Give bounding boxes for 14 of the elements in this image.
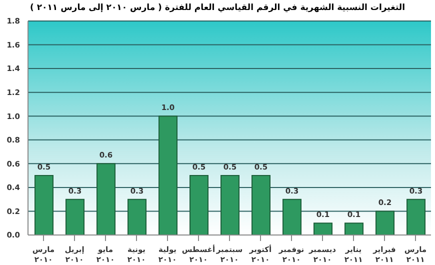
bar [128, 198, 146, 235]
bar [66, 198, 84, 235]
bar [220, 175, 240, 235]
bar [252, 175, 270, 235]
bar [34, 175, 54, 235]
bar [406, 198, 426, 235]
bar [344, 222, 364, 235]
bar [158, 116, 178, 235]
bar [282, 198, 302, 235]
chart-title: التغيرات النسبية الشهرية في الرقم القياسي العام للفترة ( مارس ٢٠١٠ إلى مارس ٢٠١١ ) [28, 2, 406, 15]
bar [96, 163, 116, 235]
bar [190, 175, 208, 235]
bar [314, 222, 332, 235]
bar [376, 210, 394, 235]
